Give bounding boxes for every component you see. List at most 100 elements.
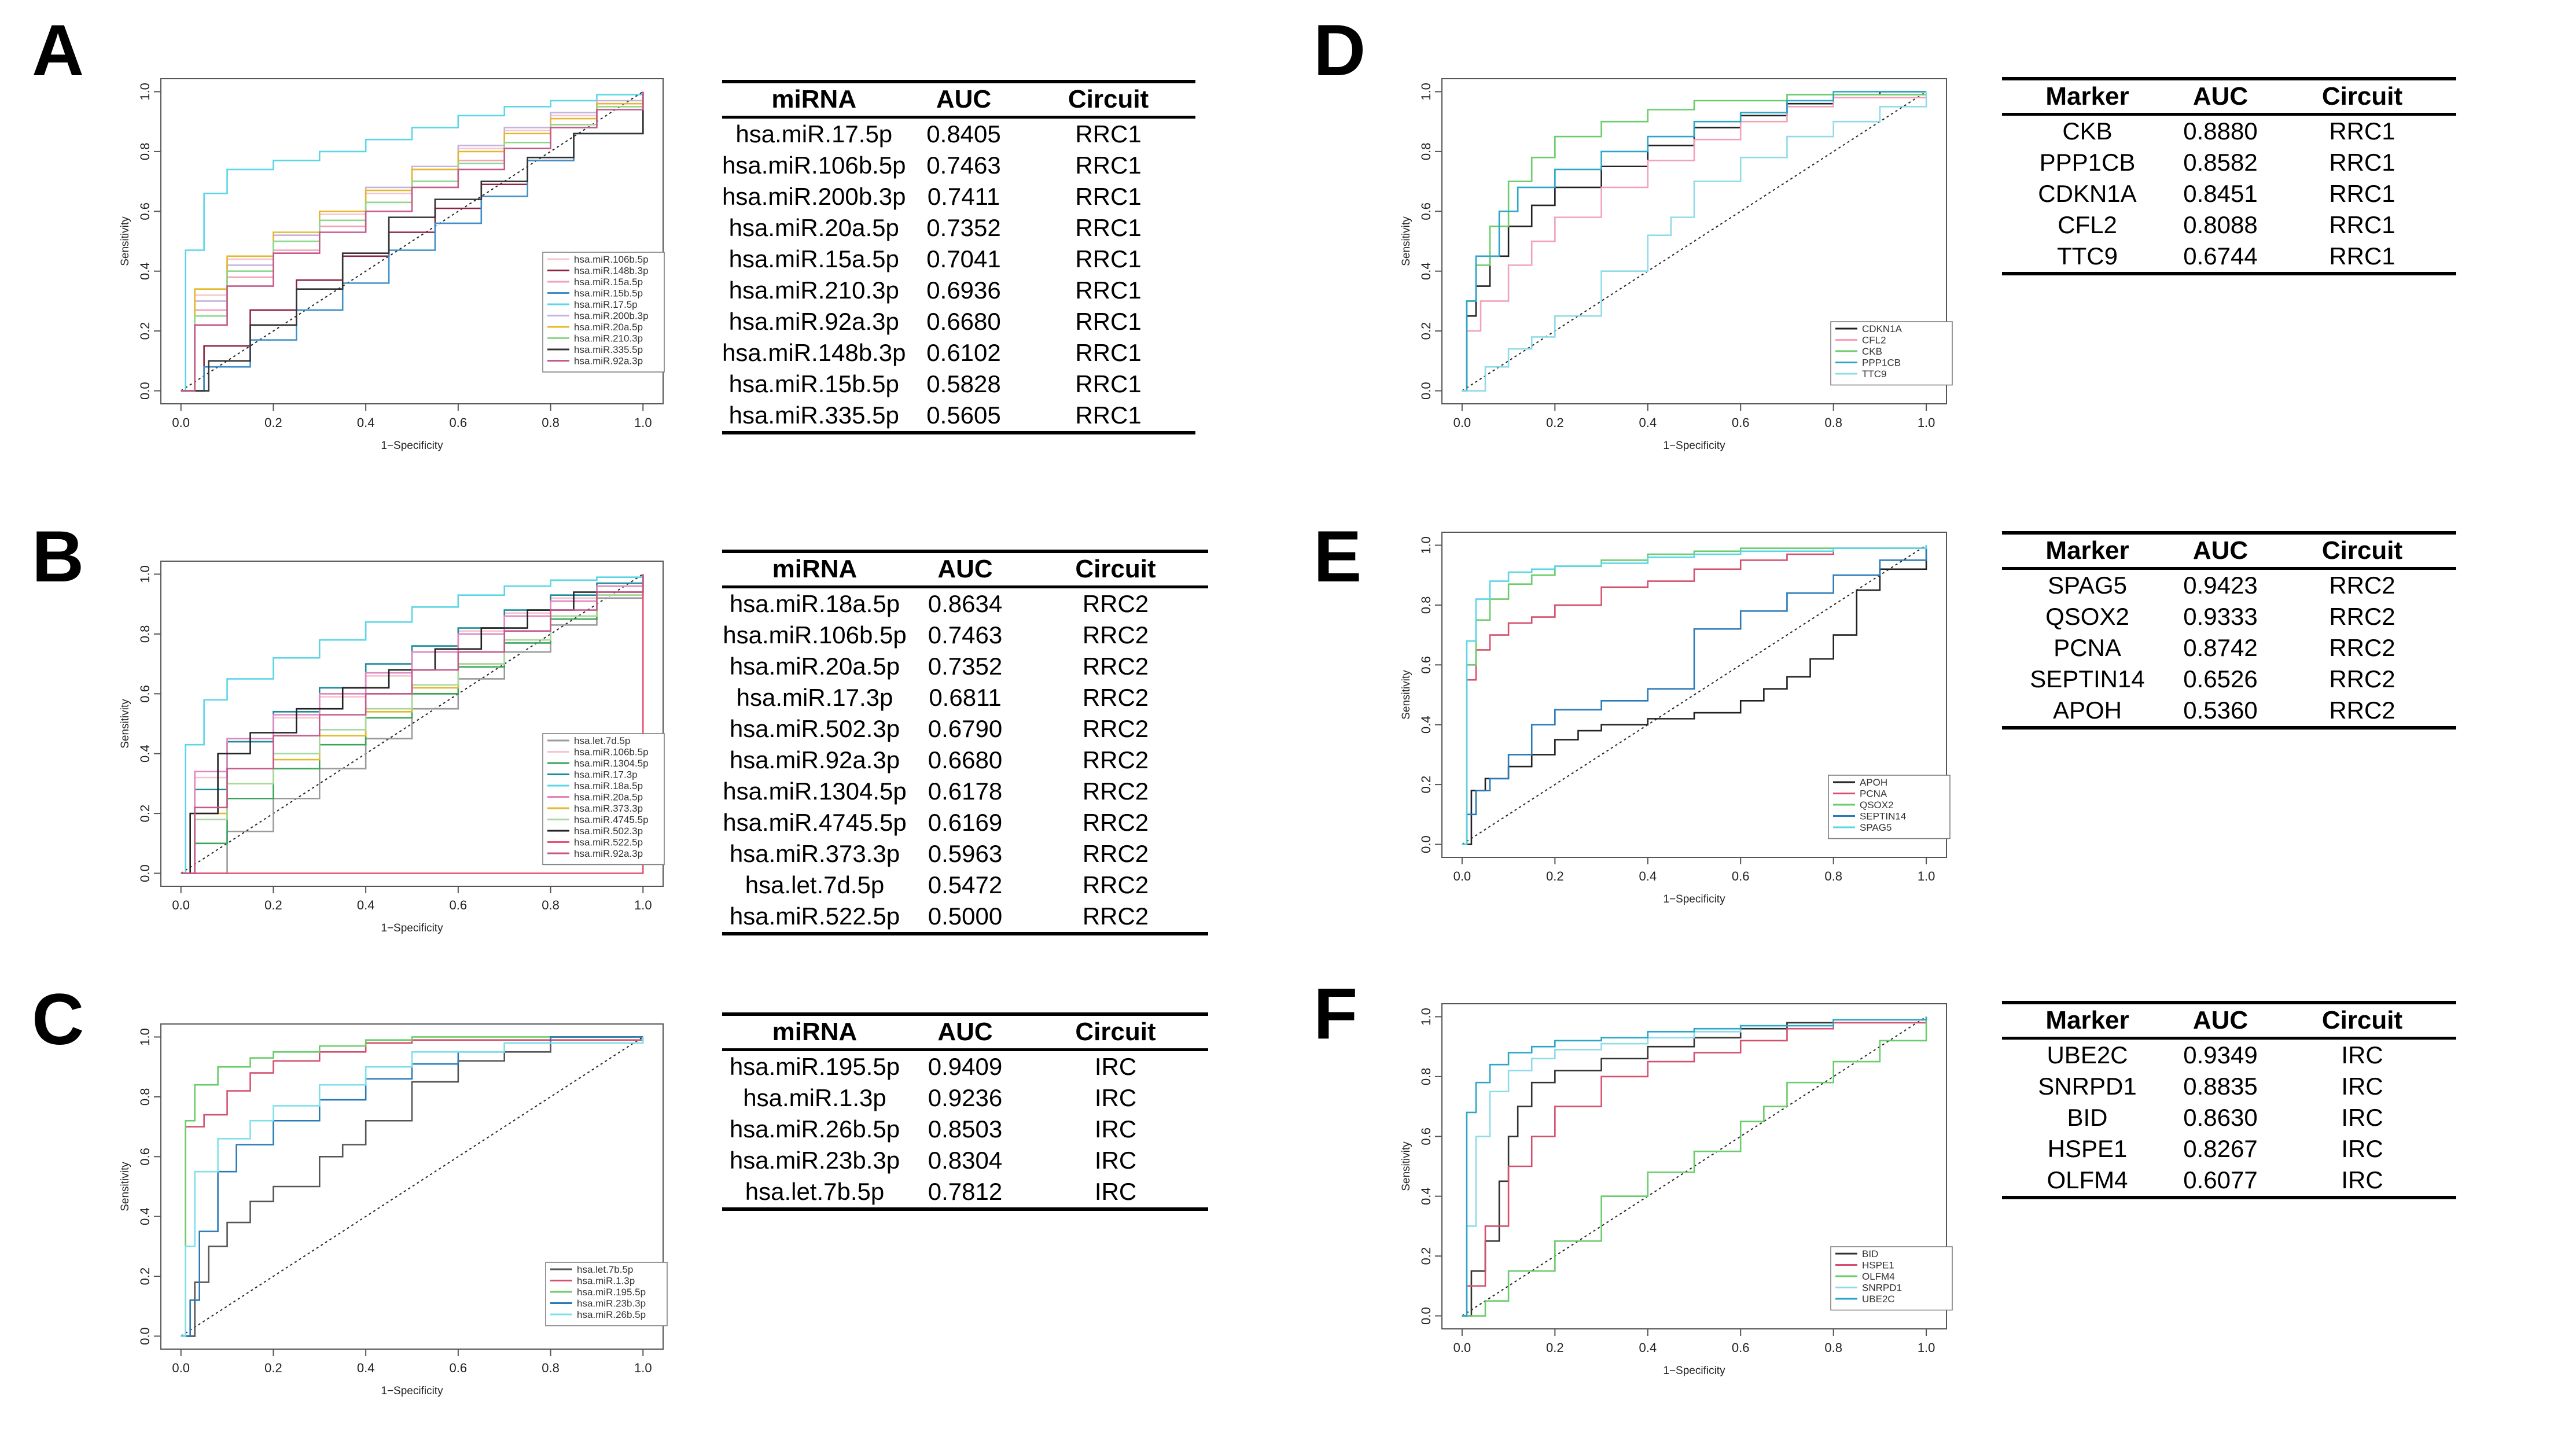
roc-curve-hsa-mir-1-3p	[181, 1037, 644, 1337]
table-cell: RRC1	[1075, 308, 1142, 335]
table-row: TTC9 0.6744 RRC1	[2002, 241, 2456, 275]
table-row: hsa.miR.1304.5p 0.6178 RRC2	[722, 776, 1208, 807]
y-axis-label: Sensitivity	[1400, 670, 1412, 720]
table-cell: APOH	[2002, 695, 2173, 730]
column-header: Marker	[2002, 531, 2173, 570]
table-row: hsa.miR.195.5p 0.9409 IRC	[722, 1050, 1208, 1083]
legend-entry: hsa.miR.335.5p	[574, 344, 643, 355]
table-row: hsa.miR.26b.5p 0.8503 IRC	[722, 1114, 1208, 1145]
table-cell: RRC1	[2329, 211, 2395, 238]
table-row: BID 0.8630 IRC	[2002, 1102, 2456, 1133]
table-cell: RRC1	[1075, 277, 1142, 304]
table-row: PPP1CB 0.8582 RRC1	[2002, 147, 2456, 178]
table-cell: IRC	[1023, 1176, 1208, 1211]
table-row: hsa.miR.20a.5p 0.7352 RRC1	[722, 212, 1195, 244]
table-cell: RRC2	[1082, 684, 1149, 711]
x-tick-label: 0.6	[450, 1361, 468, 1375]
table-cell: 0.9333	[2183, 603, 2258, 630]
column-header: Circuit	[1021, 80, 1195, 119]
table-cell: 0.8634	[928, 590, 1003, 617]
table-row: hsa.miR.4745.5p 0.6169 RRC2	[722, 807, 1208, 838]
legend-entry: hsa.miR.23b.3p	[577, 1298, 646, 1309]
x-tick-label: 1.0	[1918, 415, 1935, 430]
plot-frame	[1441, 78, 1947, 404]
table-cell: IRC	[1094, 1147, 1137, 1174]
column-header: AUC	[2173, 77, 2268, 116]
table-row: QSOX2 0.9333 RRC2	[2002, 601, 2456, 632]
table-cell: hsa.let.7b.5p	[722, 1176, 907, 1211]
x-tick-label: 0.0	[1453, 1340, 1471, 1355]
x-tick-label: 0.0	[172, 898, 190, 912]
table-cell: RRC2	[1082, 778, 1149, 805]
roc-curve-cdkn1a	[1462, 91, 1927, 392]
chance-diagonal	[1462, 91, 1927, 392]
table-row: hsa.miR.148b.3p 0.6102 RRC1	[722, 337, 1195, 369]
legend-entry: hsa.miR.373.3p	[574, 803, 643, 814]
x-tick-label: 0.6	[1732, 415, 1750, 430]
table-cell: 0.6744	[2173, 241, 2268, 275]
y-tick-label: 1.0	[1419, 536, 1433, 554]
y-tick-label: 0.0	[138, 1327, 152, 1345]
x-tick-label: 0.8	[1824, 869, 1842, 883]
roc-curve-olfm4	[1462, 1016, 1927, 1317]
x-tick-label: 1.0	[634, 898, 652, 912]
table-cell: OLFM4	[2002, 1165, 2173, 1199]
y-tick-label: 0.8	[1419, 596, 1433, 614]
y-tick-label: 0.4	[138, 1207, 152, 1225]
table-cell: 0.6526	[2183, 665, 2258, 692]
roc-plot-f: 0.0 0.0 0.2 0.2 0.4 0.4 0.6 0.6 0.8 0.8 1.0 1.0 1−Sp…	[1400, 1003, 1953, 1377]
y-tick-label: 0.4	[138, 745, 152, 762]
x-tick-label: 0.8	[542, 1361, 560, 1375]
table-cell: RRC2	[1082, 809, 1149, 836]
chance-diagonal	[1462, 544, 1927, 845]
legend-entry: UBE2C	[1862, 1294, 1895, 1305]
table-cell: CFL2	[2058, 211, 2117, 238]
y-tick-label: 1.0	[138, 1028, 152, 1046]
legend-entry: hsa.miR.17.3p	[574, 769, 638, 780]
table-cell: hsa.miR.200b.3p	[722, 183, 906, 210]
table-cell: PCNA	[2054, 634, 2121, 661]
y-axis-label: Sensitivity	[119, 1162, 131, 1211]
y-tick-label: 1.0	[1419, 1008, 1433, 1026]
y-tick-label: 1.0	[1419, 83, 1433, 101]
roc-curve-hsa-mir-502-3p	[181, 574, 644, 874]
table-row: hsa.miR.106b.5p 0.7463 RRC1	[722, 150, 1195, 181]
legend-entry: CKB	[1862, 346, 1882, 357]
y-tick-label: 0.6	[138, 1148, 152, 1166]
table-cell: RRC2	[1082, 590, 1149, 617]
legend-entry: hsa.miR.20a.5p	[574, 792, 643, 803]
panel-label-b: B	[32, 517, 84, 597]
table-row: hsa.miR.92a.3p 0.6680 RRC2	[722, 745, 1208, 776]
table-cell: RRC1	[1075, 183, 1142, 210]
table-cell: 0.6680	[926, 308, 1001, 335]
legend-entry: hsa.miR.195.5p	[577, 1287, 646, 1298]
legend-entry: hsa.miR.210.3p	[574, 333, 643, 344]
table-cell: QSOX2	[2045, 603, 2129, 630]
x-tick-label: 0.2	[264, 1361, 282, 1375]
legend-entry: hsa.let.7d.5p	[574, 735, 630, 746]
table-row: hsa.miR.373.3p 0.5963 RRC2	[722, 838, 1208, 870]
table-cell: hsa.miR.106b.5p	[722, 152, 906, 179]
y-tick-label: 0.4	[1419, 1187, 1433, 1205]
table-row: SPAG5 0.9423 RRC2	[2002, 569, 2456, 602]
x-tick-label: 0.8	[542, 415, 560, 430]
table-row: hsa.miR.335.5p 0.5605 RRC1	[722, 400, 1195, 434]
table-row: SEPTIN14 0.6526 RRC2	[2002, 664, 2456, 695]
column-header: AUC	[906, 80, 1022, 119]
column-header: miRNA	[722, 550, 907, 588]
table-cell: hsa.miR.4745.5p	[723, 809, 907, 836]
auc-table-d: Marker AUC Circuit CKB 0.8880 RRC1 PPP1CB 0.858…	[2002, 77, 2456, 275]
y-tick-label: 0.6	[1419, 656, 1433, 674]
legend-entry: CDKN1A	[1862, 323, 1902, 334]
x-tick-label: 0.4	[1639, 415, 1657, 430]
table-cell: IRC	[2268, 1165, 2456, 1199]
table-cell: 0.8088	[2183, 211, 2258, 238]
x-tick-label: 0.2	[1546, 869, 1564, 883]
plot-frame	[160, 561, 664, 887]
table-cell: 0.8304	[928, 1147, 1003, 1174]
column-header: AUC	[907, 1012, 1023, 1051]
legend-entry: hsa.miR.148b.3p	[574, 266, 649, 277]
table-cell: 0.6680	[928, 746, 1003, 773]
table-cell: hsa.miR.373.3p	[729, 840, 900, 867]
legend-entry: PPP1CB	[1862, 358, 1901, 369]
